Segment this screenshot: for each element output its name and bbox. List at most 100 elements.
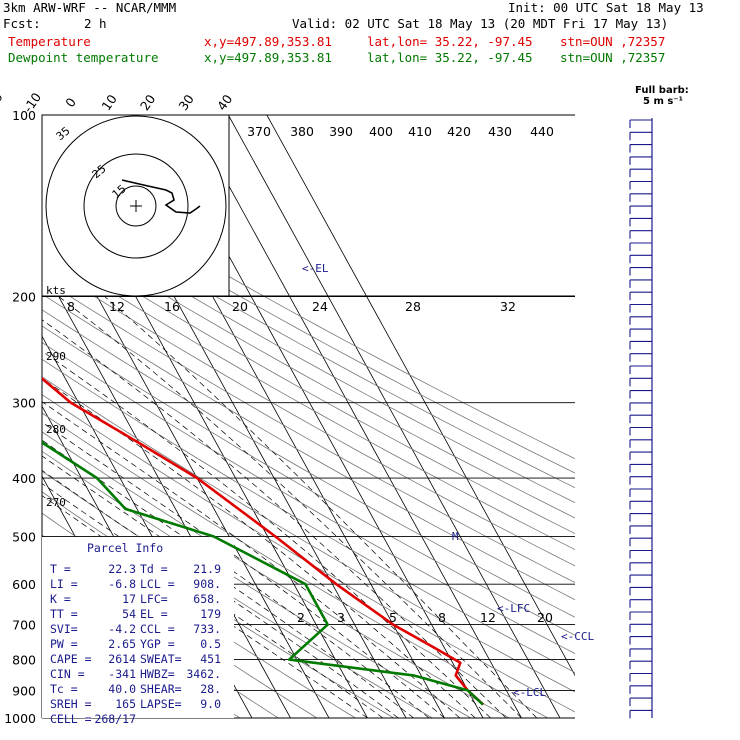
dry-adiabat-line: [42, 263, 575, 567]
parcel-info-box: Parcel Info T = 22.3 Td = 21.9 LI = -6.8 LCL =…: [42, 537, 234, 726]
dry-adiabat-lines: [42, 166, 575, 718]
mixing-ratio-label: 8: [438, 610, 446, 625]
valid-time: Valid: 02 UTC Sat 18 May 13 (20 MDT Fri …: [292, 16, 669, 31]
parcel-info-cell: CELL =: [50, 712, 92, 726]
dry-adiabat-line: [42, 179, 575, 474]
pressure-tick-label: 900: [12, 683, 36, 698]
hodograph-ring-15: [115, 185, 157, 227]
theta-label: 430: [488, 124, 512, 139]
dewpoint-station: stn=OUN ,72357: [560, 50, 666, 65]
dry-adiabat-line: [42, 342, 575, 655]
pressure-tick-label: 1000: [4, 711, 36, 726]
dry-adiabat-line: [42, 219, 575, 519]
parcel-info-cell: PW =: [50, 637, 78, 651]
lfc-marker: <-LFC: [497, 602, 530, 615]
pressure-tick-label: 100: [12, 108, 36, 123]
full-barb-unit: 5 m s⁻¹: [643, 96, 683, 107]
parcel-info-cell: SWEAT=: [140, 652, 182, 666]
wind-barb-column: [629, 118, 653, 719]
hodograph-inset: 15 25 35: [41, 114, 230, 297]
dry-adiabat-line: [42, 358, 575, 673]
hodograph-ring-25: [83, 153, 189, 259]
theta-labels: 370 380 390 400 410 420 430 440: [247, 124, 554, 139]
model-title: 3km ARW-WRF -- NCAR/MMM: [3, 0, 177, 15]
parcel-info-cell: -6.8: [108, 577, 136, 591]
isotherm-label: 10: [98, 92, 119, 114]
parcel-info-cell: -4.2: [108, 622, 136, 636]
theta-label: 390: [329, 124, 353, 139]
theta-label: 400: [369, 124, 393, 139]
dry-adiabat-line: [42, 192, 575, 489]
parcel-info-cell: -341: [108, 667, 136, 681]
full-barb-label: Full barb:: [635, 85, 689, 96]
theta-label: 370: [247, 124, 271, 139]
parcel-info-cell: SREH =: [50, 697, 92, 711]
dry-adiabat-line: [42, 309, 575, 618]
parcel-info-cell: YGP =: [140, 637, 175, 651]
moist-adiabat-line: [42, 421, 445, 718]
parcel-info-cell: 9.0: [200, 697, 221, 711]
dry-adiabat-line: [42, 376, 575, 693]
parcel-info-cell: EL =: [140, 607, 168, 621]
isotherm-label: 30: [175, 92, 196, 114]
pressure-tick-label: 400: [12, 471, 36, 486]
dry-adiabat-line: [42, 205, 575, 504]
parcel-info-cell: SVI=: [50, 622, 78, 636]
isotherm-line: [42, 265, 291, 718]
el-marker: <-EL: [302, 262, 329, 275]
pressure-tick-label: 200: [12, 290, 36, 305]
moist-adiabat-line: [42, 401, 461, 718]
m-marker: M: [452, 530, 459, 543]
dewpoint-latlon: lat,lon= 35.22, -97.45: [367, 50, 533, 65]
kts-label: kts: [46, 284, 66, 297]
pressure-axis-labels: 100 200 300 400 500 600 700 800 900 1000: [4, 108, 36, 726]
parcel-info-cell: CIN =: [50, 667, 85, 681]
parcel-info-cell: LCL =: [140, 577, 175, 591]
parcel-info-cell: LFC=: [140, 592, 168, 606]
moist-adiabat-line: [42, 455, 414, 718]
mixing-ratio-label: 3: [337, 610, 345, 625]
hodograph-trace: [121, 179, 201, 214]
parcel-info-cell: 28.: [200, 682, 221, 696]
theta-label: 380: [290, 124, 314, 139]
theta-label: 440: [530, 124, 554, 139]
ccl-marker: <-CCL: [561, 630, 594, 643]
parcel-info-cell: SHEAR=: [140, 682, 182, 696]
parcel-info-cell: TT =: [50, 607, 78, 621]
profile-dewpoint-temperature: [42, 438, 484, 706]
parcel-info-cell: 733.: [193, 622, 221, 636]
dry-adiabat-line: [42, 412, 549, 718]
sounding-profiles: [42, 376, 485, 706]
parcel-info-cell: CAPE =: [50, 652, 92, 666]
parcel-info-cell: 3462.: [186, 667, 221, 681]
theta-label: 420: [447, 124, 471, 139]
speed-tick-label: 8: [67, 299, 75, 314]
parcel-info-cell: 2614: [108, 652, 136, 666]
temperature-latlon: lat,lon= 35.22, -97.45: [367, 34, 533, 49]
dry-adiabat-line: [42, 248, 575, 551]
dewpoint-legend: Dewpoint temperature: [8, 50, 159, 65]
dry-adiabat-line: [42, 278, 575, 584]
speed-tick-label: 32: [500, 299, 516, 314]
parcel-info-cell: Tc =: [50, 682, 78, 696]
parcel-info-cell: 179: [200, 607, 221, 621]
parcel-info-cell: 268/17: [94, 712, 136, 726]
mixing-ratio-label: 2: [297, 610, 305, 625]
mixing-ratio-label: 5: [389, 610, 397, 625]
parcel-info-cell: 658.: [193, 592, 221, 606]
lcl-marker: <-LCL: [513, 686, 546, 699]
parcel-info-cell: 54: [122, 607, 136, 621]
parcel-info-cell: HWBZ=: [140, 667, 175, 681]
parcel-info-cell: 40.0: [108, 682, 136, 696]
parcel-info-cell: T =: [50, 562, 71, 576]
parcel-info-cell: Td =: [140, 562, 168, 576]
forecast-hour: 2 h: [84, 16, 107, 31]
dewpoint-xy: x,y=497.89,353.81: [204, 50, 332, 65]
parcel-info-cell: 908.: [193, 577, 221, 591]
profile-temperature: [42, 376, 485, 706]
dry-adiabat-line: [42, 233, 575, 534]
parcel-info-cell: LI =: [50, 577, 78, 591]
isotherm-label: 0: [62, 95, 79, 110]
init-time: Init: 00 UTC Sat 18 May 13: [508, 0, 704, 15]
parcel-info-cell: 451: [200, 652, 221, 666]
